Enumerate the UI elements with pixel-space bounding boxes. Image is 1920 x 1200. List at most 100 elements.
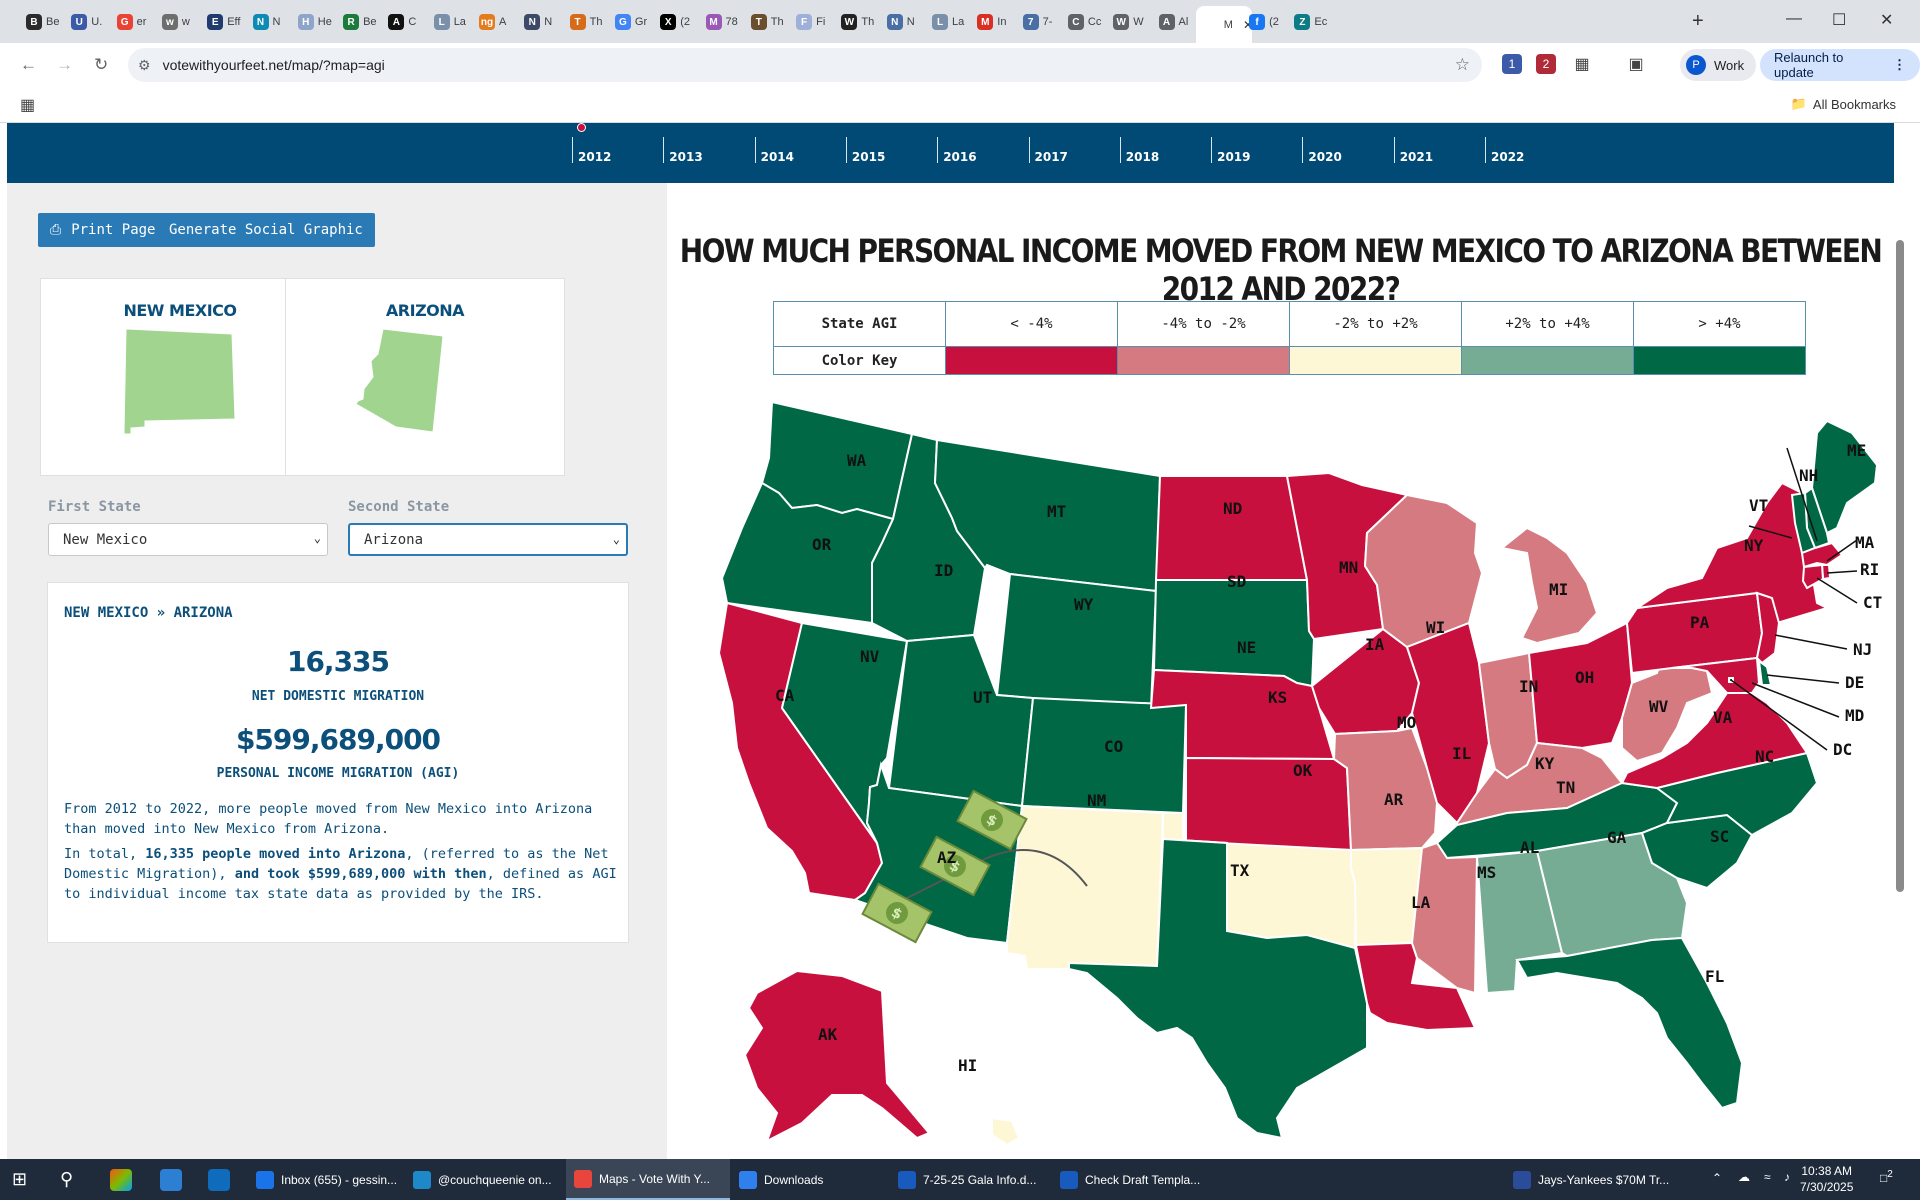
browser-tab[interactable]: H He [290, 8, 334, 36]
state-ms[interactable] [1410, 841, 1479, 995]
browser-tab[interactable]: L La [924, 8, 968, 36]
generate-social-graphic-button[interactable]: Generate Social Graphic [157, 213, 375, 247]
extensions-puzzle-icon[interactable]: ▦ [1572, 54, 1592, 74]
new-tab-plus-icon[interactable]: + [1692, 10, 1704, 32]
browser-tab[interactable]: ng A [471, 8, 515, 36]
year-2022[interactable]: 2022 [1485, 137, 1524, 163]
state-fl[interactable] [1515, 936, 1744, 1110]
second-state-select[interactable]: Arizona ⌄ [348, 523, 628, 556]
year-2021[interactable]: 2021 [1393, 137, 1433, 163]
back-arrow-icon[interactable]: ← [20, 55, 37, 74]
year-2017[interactable]: 2017 [1028, 137, 1068, 163]
search-icon[interactable]: ⚲ [60, 1169, 74, 1189]
reload-icon[interactable]: ↻ [94, 55, 109, 74]
browser-tab[interactable]: B Be [18, 8, 62, 36]
state-nc[interactable] [1654, 751, 1819, 837]
year-2019[interactable]: 2019 [1211, 137, 1251, 163]
year-2018[interactable]: 2018 [1119, 137, 1159, 163]
site-info-icon[interactable]: ⚙ [138, 56, 151, 73]
maximize-icon[interactable]: ☐ [1832, 12, 1847, 29]
cloud-icon[interactable]: ☁ [1738, 1170, 1750, 1184]
taskbar-item[interactable]: Maps - Vote With Y... [566, 1159, 730, 1200]
volume-icon[interactable]: ♪ [1784, 1170, 1790, 1184]
year-2014[interactable]: 2014 [754, 137, 794, 163]
minimize-icon[interactable]: — [1786, 10, 1802, 27]
outlook-icon[interactable] [208, 1169, 230, 1191]
notification-bell-icon[interactable]: □2 [1880, 1169, 1893, 1185]
browser-tab[interactable]: A Al [1151, 8, 1195, 36]
year-marker[interactable] [577, 123, 586, 132]
browser-tab[interactable]: Z Ec [1286, 8, 1330, 36]
forward-arrow-icon[interactable]: → [56, 55, 73, 74]
browser-tab[interactable]: T Th [743, 8, 787, 36]
taskbar-item[interactable]: 7-25-25 Gala Info.d... [890, 1159, 1048, 1200]
relaunch-button[interactable]: Relaunch to update ⋮ [1760, 49, 1920, 81]
first-state-select[interactable]: New Mexico ⌄ [48, 523, 328, 556]
year-2013[interactable]: 2013 [663, 137, 703, 163]
browser-tab[interactable]: L La [426, 8, 470, 36]
chevron-up-icon[interactable]: ⌃ [1712, 1171, 1723, 1185]
all-bookmarks-button[interactable]: 📁 All Bookmarks [1791, 96, 1896, 112]
year-2020[interactable]: 2020 [1302, 137, 1342, 163]
browser-tab[interactable]: R Be [335, 8, 379, 36]
extension-shield-icon[interactable]: 2 [1536, 54, 1556, 74]
browser-tab[interactable]: M In [969, 8, 1013, 36]
state-nm[interactable] [1006, 804, 1165, 970]
windows-start-icon[interactable]: ⊞ [12, 1169, 28, 1189]
bookmark-star-icon[interactable]: ☆ [1454, 55, 1470, 74]
more-menu-icon[interactable]: ⋮ [1893, 57, 1906, 72]
tab-search-icon[interactable]: ▣ [1626, 54, 1646, 74]
taskbar-item[interactable]: Downloads [731, 1159, 889, 1200]
year-2016[interactable]: 2016 [937, 137, 977, 163]
news-widget[interactable]: Jays-Yankees $70M Tr... [1505, 1159, 1705, 1200]
browser-tab[interactable]: T Th [562, 8, 606, 36]
browser-tab[interactable]: U U. [63, 8, 107, 36]
browser-tab[interactable]: E Eff [199, 8, 243, 36]
browser-tab[interactable]: G Gr [607, 8, 651, 36]
close-tab-icon[interactable]: ✕ [1242, 17, 1252, 32]
state-hi[interactable] [991, 1116, 1021, 1147]
state-in[interactable] [1477, 651, 1539, 780]
state-ak[interactable] [743, 969, 931, 1144]
url-text[interactable]: votewithyourfeet.net/map/?map=agi [162, 57, 385, 73]
taskbar-item[interactable]: Check Draft Templa... [1052, 1159, 1210, 1200]
close-window-icon[interactable]: ✕ [1880, 12, 1894, 29]
state-wv[interactable] [1621, 656, 1714, 763]
state-wi[interactable] [1363, 493, 1484, 649]
browser-tab[interactable]: X (2 [652, 8, 696, 36]
profile-button[interactable]: P Work [1680, 49, 1757, 81]
state-me[interactable] [1810, 419, 1879, 535]
apps-grid-icon[interactable]: ▦ [20, 97, 36, 114]
scrollbar-thumb[interactable] [1896, 240, 1904, 892]
state-de[interactable] [1757, 658, 1773, 686]
remote-desktop-icon[interactable] [160, 1169, 182, 1191]
print-page-button[interactable]: ⎙ Print Page [38, 213, 168, 247]
year-2012[interactable]: 2012 [572, 137, 611, 163]
copilot-icon[interactable] [110, 1169, 132, 1191]
extension-badge-icon[interactable]: 1 [1502, 54, 1522, 74]
state-mi[interactable] [1499, 526, 1599, 645]
address-bar[interactable]: ⚙ votewithyourfeet.net/map/?map=agi ☆ [128, 48, 1482, 82]
taskbar-item[interactable]: @couchqueenie on... [405, 1159, 563, 1200]
taskbar-item[interactable]: Inbox (655) - gessin... [248, 1159, 406, 1200]
browser-tab[interactable]: 7 7- [1015, 8, 1059, 36]
state-ct[interactable] [1801, 563, 1825, 590]
browser-tab[interactable]: M ✕ [1195, 6, 1252, 43]
state-sd[interactable] [1152, 579, 1316, 688]
browser-tab[interactable]: W Th [833, 8, 877, 36]
browser-tab[interactable]: C Cc [1060, 8, 1104, 36]
browser-tab[interactable]: M 78 [698, 8, 742, 36]
year-2015[interactable]: 2015 [845, 137, 885, 163]
state-ks[interactable] [1185, 756, 1353, 852]
page-scrollbar[interactable] [1894, 123, 1906, 1159]
browser-tab[interactable]: f (2 [1241, 8, 1285, 36]
state-tx[interactable] [1068, 837, 1368, 1140]
browser-tab[interactable]: F Fi [788, 8, 832, 36]
